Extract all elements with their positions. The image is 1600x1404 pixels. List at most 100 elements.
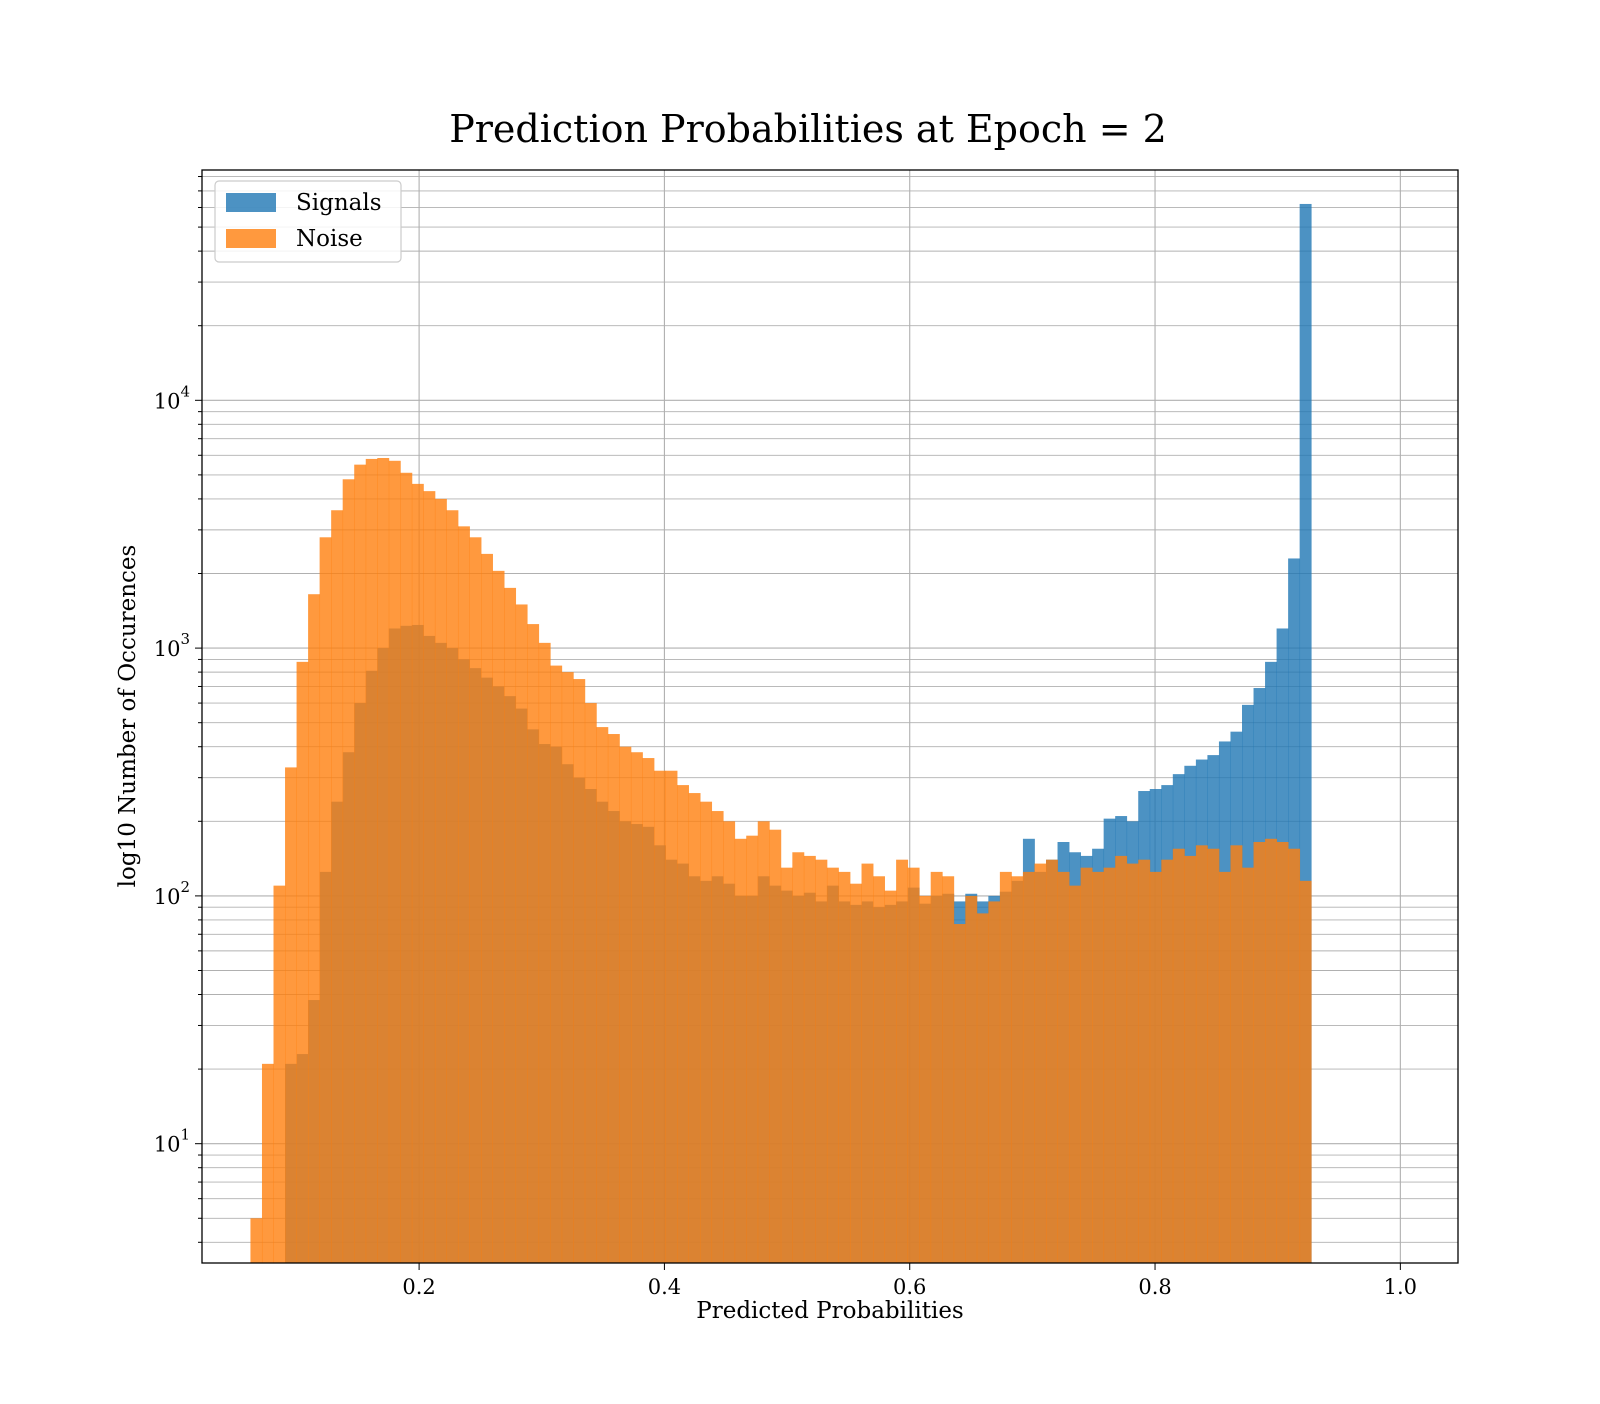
legend: Signals Noise: [214, 180, 402, 263]
x-tick-label: 0.6: [893, 1275, 926, 1299]
noise-bar: [492, 570, 505, 1263]
noise-bar: [457, 526, 470, 1263]
noise-bar: [826, 867, 839, 1263]
chart-title: Prediction Probabilities at Epoch = 2: [449, 107, 1167, 151]
noise-bar: [1103, 867, 1116, 1263]
noise-bar: [965, 895, 978, 1263]
noise-bar: [1218, 871, 1231, 1263]
noise-bar: [515, 604, 528, 1263]
noise-bar: [1253, 842, 1266, 1263]
noise-bar: [1288, 848, 1301, 1263]
noise-bar: [642, 758, 655, 1263]
y-axis-label: log10 Number of Occurences: [115, 545, 141, 888]
noise-bar: [319, 537, 332, 1263]
noise-bar: [1172, 848, 1185, 1263]
noise-bar: [1045, 859, 1058, 1263]
noise-bar: [976, 913, 989, 1263]
noise-bar: [469, 537, 482, 1263]
series-noise: [250, 458, 1312, 1264]
noise-bar: [653, 770, 666, 1263]
noise-bar: [769, 829, 782, 1263]
noise-bar: [1195, 845, 1208, 1263]
noise-bar: [1034, 863, 1047, 1263]
noise-bar: [665, 770, 678, 1263]
noise-bar: [1080, 867, 1093, 1263]
noise-bar: [561, 672, 574, 1263]
x-tick-label: 0.8: [1138, 1275, 1171, 1299]
noise-bar: [285, 767, 297, 1263]
noise-bar: [1265, 838, 1277, 1263]
noise-bar: [1138, 859, 1151, 1263]
legend-swatch-signals: [226, 193, 276, 212]
noise-bar: [884, 890, 897, 1263]
noise-bar: [815, 859, 828, 1263]
noise-bar: [354, 464, 367, 1263]
noise-bar: [308, 594, 321, 1263]
noise-bar: [273, 885, 286, 1263]
noise-bar: [930, 871, 943, 1263]
noise-bar: [734, 838, 747, 1263]
noise-bar: [377, 458, 390, 1263]
noise-bar: [1092, 871, 1105, 1263]
x-tick-label: 1.0: [1384, 1275, 1417, 1299]
noise-bar: [711, 811, 724, 1263]
noise-bar: [584, 703, 597, 1263]
legend-label-noise: Noise: [296, 226, 363, 252]
noise-bar: [1207, 848, 1220, 1263]
noise-bar: [400, 472, 413, 1263]
noise-bar: [677, 785, 689, 1263]
x-axis-label: Predicted Probabilities: [696, 1298, 964, 1324]
signals-bar: [1299, 203, 1312, 1264]
noise-bar: [803, 855, 816, 1263]
noise-bar: [999, 871, 1012, 1263]
noise-bar: [1115, 855, 1128, 1263]
y-tick-label: 101: [154, 1126, 190, 1157]
noise-bar: [596, 727, 609, 1263]
noise-bar: [365, 458, 378, 1264]
y-tick-label: 103: [154, 630, 190, 661]
noise-bar: [331, 510, 344, 1263]
noise-bar: [527, 624, 540, 1263]
noise-bar: [1184, 855, 1197, 1263]
noise-bar: [988, 901, 1001, 1263]
noise-bar: [1161, 859, 1174, 1263]
legend-swatch-noise: [226, 229, 276, 248]
noise-bar: [873, 876, 885, 1263]
noise-bar: [700, 801, 713, 1263]
noise-bar: [919, 895, 932, 1263]
noise-bar: [688, 793, 701, 1263]
noise-bar: [342, 479, 355, 1264]
y-tick-label: 104: [154, 382, 190, 413]
noise-bar: [723, 821, 736, 1263]
noise-bar: [423, 491, 436, 1263]
noise-bar: [261, 1063, 274, 1263]
noise-bar: [1276, 842, 1289, 1263]
noise-bar: [481, 553, 493, 1263]
noise-bar: [630, 752, 643, 1263]
noise-bar: [942, 876, 955, 1263]
noise-bar: [896, 859, 909, 1263]
bars: [250, 203, 1312, 1264]
noise-bar: [1057, 871, 1070, 1263]
noise-bar: [434, 498, 447, 1263]
noise-bar: [953, 924, 966, 1263]
noise-bar: [1149, 871, 1162, 1263]
noise-bar: [849, 883, 862, 1263]
noise-bar: [861, 863, 874, 1263]
plot-frame: [201, 169, 1459, 1264]
noise-bar: [838, 871, 851, 1263]
noise-bar: [446, 510, 459, 1263]
noise-bar: [607, 734, 620, 1263]
noise-bar: [1126, 863, 1139, 1263]
legend-label-signals: Signals: [296, 190, 382, 216]
noise-bar: [538, 642, 551, 1263]
noise-bar: [780, 867, 793, 1263]
noise-bar: [1299, 880, 1312, 1263]
noise-bar: [619, 746, 632, 1263]
noise-bar: [411, 483, 424, 1264]
noise-bar: [388, 460, 401, 1263]
noise-bar: [757, 821, 770, 1263]
x-tick-label: 0.4: [648, 1275, 681, 1299]
